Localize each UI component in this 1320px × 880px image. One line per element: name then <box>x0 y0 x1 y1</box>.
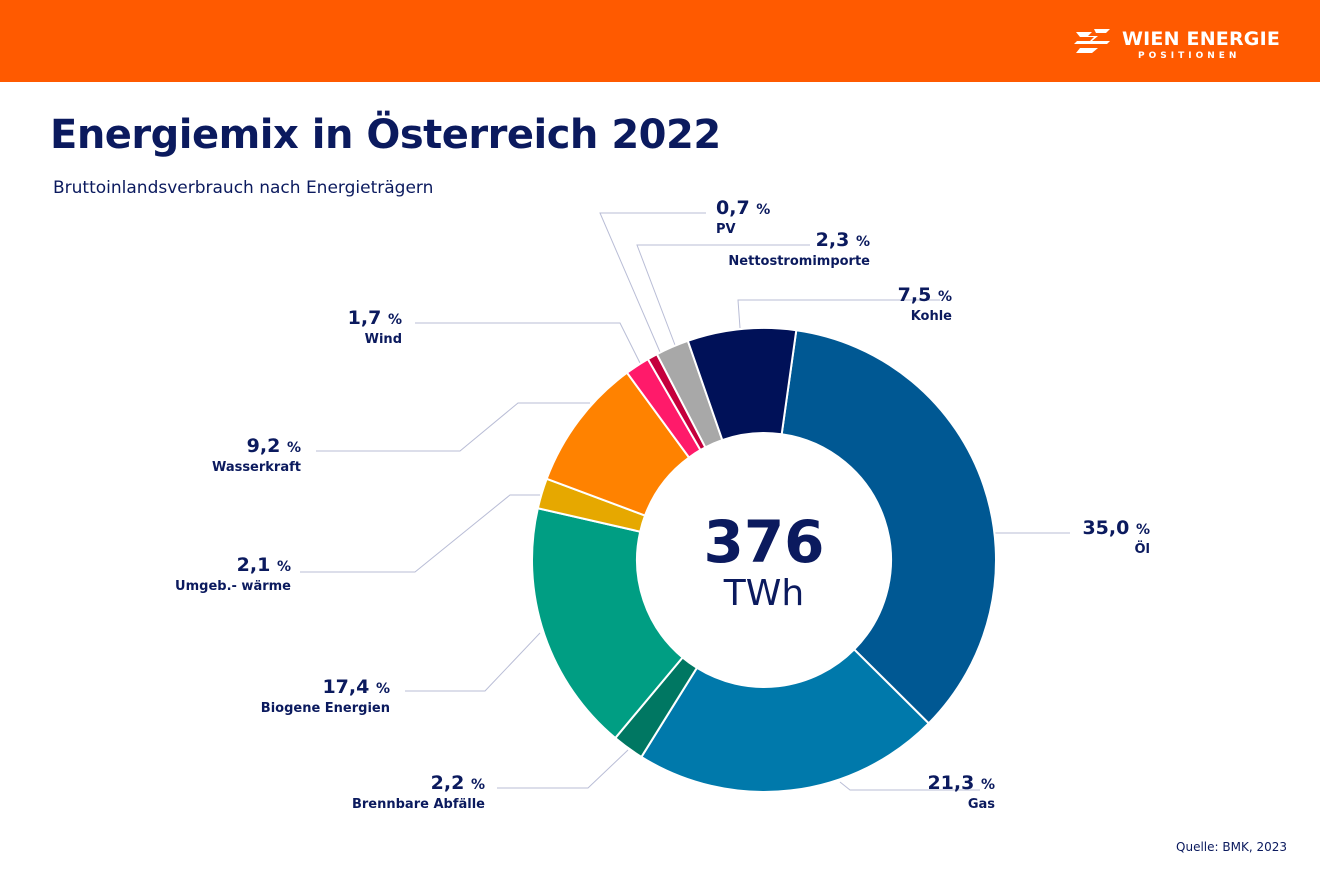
slice-3 <box>531 507 684 740</box>
donut-center: 376 TWh <box>703 510 824 614</box>
slice-value: 2,1 % <box>236 554 291 576</box>
brand-name: WIEN ENERGIE <box>1122 28 1281 50</box>
slice-name: PV <box>716 222 736 237</box>
slice-name: Brennbare Abfälle <box>351 797 485 812</box>
slice-label: 0,7 % PV <box>716 197 770 239</box>
slice-name: Nettostromimporte <box>728 254 870 269</box>
logo-icon <box>1074 29 1110 53</box>
leader-line <box>405 632 541 692</box>
slice-label: 9,2 % Wasserkraft <box>212 435 301 477</box>
slice-name: Kohle <box>910 309 952 324</box>
slice-name: Biogene Energien <box>260 701 390 716</box>
center-unit: TWh <box>723 573 805 614</box>
leader-line <box>839 781 980 791</box>
leader-line <box>316 402 590 452</box>
slice-name: Gas <box>967 797 995 812</box>
slice-value: 2,2 % <box>430 772 485 794</box>
slice-value: 0,7 % <box>716 197 771 219</box>
slice-label: 2,1 % Umgeb.- wärme <box>175 554 291 596</box>
leader-line <box>636 244 810 346</box>
page-subtitle: Bruttoinlandsverbrauch nach Energieträge… <box>53 178 434 198</box>
slice-9 <box>686 327 798 442</box>
header-bar: WIEN ENERGIE POSITIONEN <box>0 0 1320 82</box>
leader-line <box>415 322 641 364</box>
slice-label: 17,4 % Biogene Energien <box>261 676 390 718</box>
slice-value: 1,7 % <box>347 307 402 329</box>
slice-value: 7,5 % <box>897 284 952 306</box>
brand-sub: POSITIONEN <box>1138 51 1241 61</box>
slice-name: Umgeb.- wärme <box>175 579 291 594</box>
slice-label: 2,2 % Brennbare Abfälle <box>352 772 485 814</box>
wien-energie-logo: WIEN ENERGIE POSITIONEN <box>1074 28 1281 61</box>
slice-value: 17,4 % <box>322 676 390 698</box>
slice-name: Wind <box>364 332 402 347</box>
slice-label: 2,3 % Nettostromimporte <box>728 229 870 271</box>
slice-name: Öl <box>1134 542 1150 557</box>
slice-value: 35,0 % <box>1082 517 1150 539</box>
leader-line <box>497 749 629 789</box>
slice-label: 7,5 % Kohle <box>898 284 952 326</box>
slice-1 <box>640 648 931 793</box>
slice-value: 21,3 % <box>927 772 995 794</box>
slice-label: 35,0 % Öl <box>1082 517 1150 559</box>
slice-value: 2,3 % <box>815 229 870 251</box>
slice-0 <box>780 329 997 725</box>
leader-line <box>599 212 706 353</box>
slice-name: Wasserkraft <box>211 460 301 475</box>
slice-label: 1,7 % Wind <box>348 307 402 349</box>
source-note: Quelle: BMK, 2023 <box>1176 840 1287 854</box>
leader-line <box>737 299 940 329</box>
slice-value: 9,2 % <box>246 435 301 457</box>
page-title: Energiemix in Österreich 2022 <box>50 112 721 158</box>
slice-label: 21,3 % Gas <box>927 772 995 814</box>
leader-line <box>300 494 540 573</box>
center-value: 376 <box>703 508 825 576</box>
